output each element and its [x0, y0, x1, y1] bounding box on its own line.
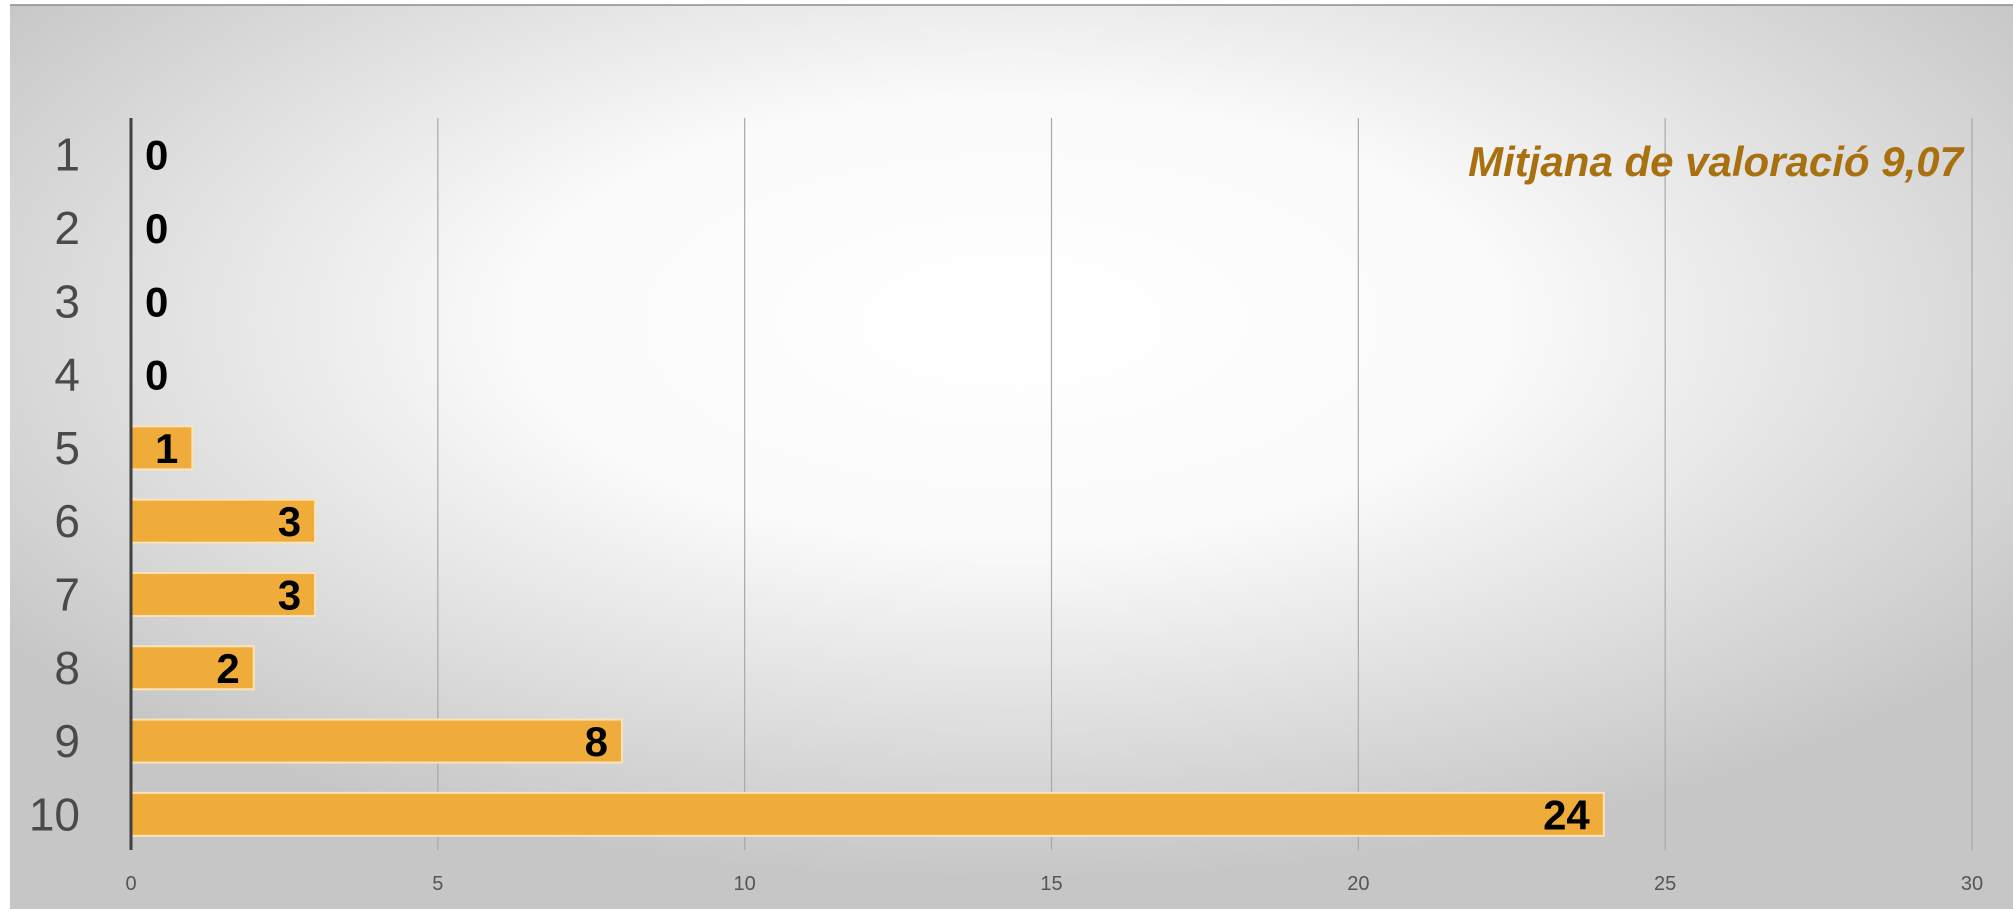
category-label-6: 6 [54, 495, 80, 547]
value-label-4: 0 [145, 352, 168, 399]
category-label-8: 8 [54, 642, 80, 694]
value-label-6: 3 [278, 498, 301, 545]
value-label-3: 0 [145, 278, 168, 325]
bar-10 [130, 791, 1605, 837]
category-label-4: 4 [54, 349, 80, 401]
bar-9 [130, 718, 623, 764]
category-labels: 1 2 3 4 5 6 7 8 9 10 [29, 129, 80, 841]
category-label-1: 1 [54, 129, 80, 181]
x-tick-label-15: 15 [1040, 873, 1062, 895]
category-label-10: 10 [29, 788, 80, 840]
x-tick-label-20: 20 [1347, 873, 1369, 895]
value-label-8: 2 [216, 645, 239, 692]
value-label-2: 0 [145, 205, 168, 252]
x-tick-label-0: 0 [125, 873, 136, 895]
bars [130, 425, 1605, 837]
category-label-3: 3 [54, 275, 80, 327]
category-label-2: 2 [54, 202, 80, 254]
x-tick-label-10: 10 [734, 873, 756, 895]
value-label-1: 0 [145, 132, 168, 179]
x-tick-label-30: 30 [1961, 873, 1983, 895]
category-label-9: 9 [54, 715, 80, 767]
category-label-5: 5 [54, 422, 80, 474]
value-label-7: 3 [278, 571, 301, 618]
value-label-10: 24 [1543, 791, 1590, 838]
average-annotation: Mitjana de valoració 9,07 [1468, 138, 1965, 185]
x-tick-labels: 0 5 10 15 20 25 30 [125, 873, 1983, 895]
bar-5 [130, 425, 194, 471]
value-label-9: 8 [585, 718, 608, 765]
gridlines [437, 118, 1973, 850]
x-tick-label-5: 5 [432, 873, 443, 895]
x-tick-label-25: 25 [1654, 873, 1676, 895]
category-label-7: 7 [54, 568, 80, 620]
value-label-5: 1 [155, 425, 178, 472]
